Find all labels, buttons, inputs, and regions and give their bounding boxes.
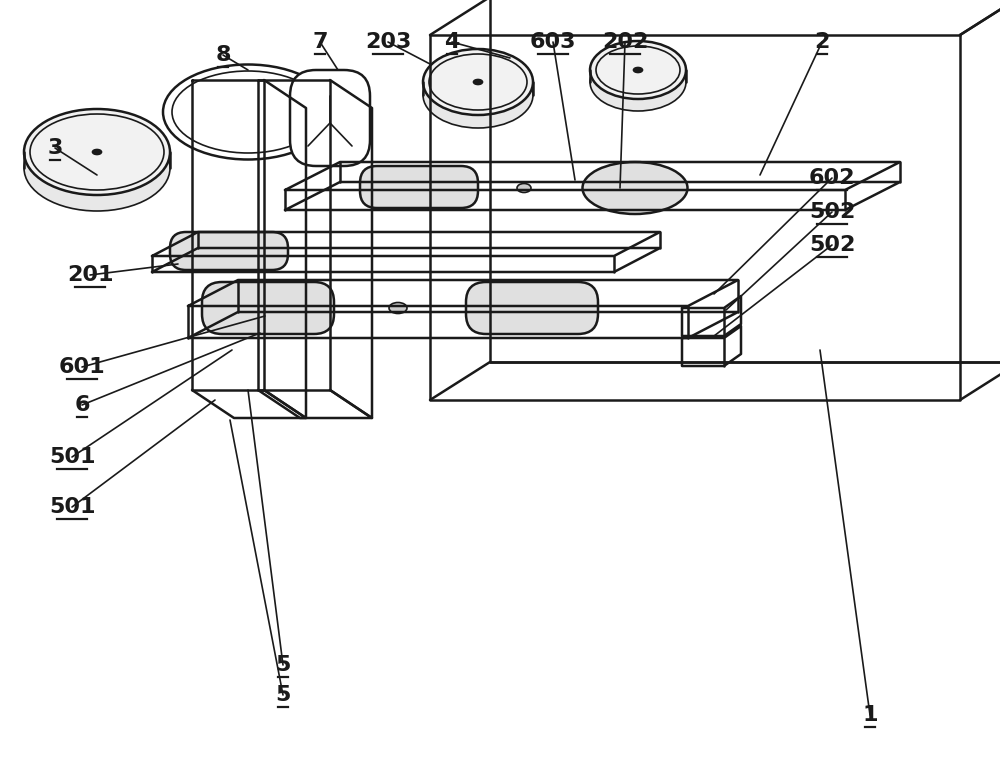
Text: 502: 502 [809, 235, 855, 255]
Text: 2: 2 [814, 32, 830, 52]
Text: 7: 7 [312, 32, 328, 52]
Text: 1: 1 [862, 705, 878, 725]
Ellipse shape [389, 303, 407, 313]
Text: 501: 501 [49, 447, 95, 467]
FancyBboxPatch shape [170, 232, 288, 270]
Ellipse shape [582, 162, 687, 214]
FancyBboxPatch shape [360, 166, 478, 208]
Text: 4: 4 [444, 32, 460, 52]
FancyBboxPatch shape [202, 282, 334, 334]
Ellipse shape [93, 149, 102, 155]
Ellipse shape [24, 109, 170, 195]
Ellipse shape [423, 49, 533, 115]
Text: 3: 3 [47, 138, 63, 158]
Text: 601: 601 [59, 357, 105, 377]
Text: 8: 8 [215, 45, 231, 65]
Ellipse shape [163, 65, 333, 159]
Ellipse shape [24, 125, 170, 211]
Text: 202: 202 [602, 32, 648, 52]
FancyBboxPatch shape [290, 70, 370, 166]
Text: 501: 501 [49, 497, 95, 517]
FancyBboxPatch shape [466, 282, 598, 334]
Ellipse shape [474, 79, 482, 85]
Text: 6: 6 [74, 395, 90, 415]
Text: 203: 203 [365, 32, 411, 52]
Text: 602: 602 [809, 168, 855, 188]
Ellipse shape [590, 41, 686, 99]
Text: 201: 201 [67, 265, 113, 285]
Ellipse shape [634, 68, 642, 72]
Ellipse shape [423, 62, 533, 128]
Ellipse shape [517, 183, 531, 192]
Text: 5: 5 [275, 685, 291, 705]
Text: 603: 603 [530, 32, 576, 52]
Text: 502: 502 [809, 202, 855, 222]
Ellipse shape [590, 53, 686, 111]
Text: 5: 5 [275, 655, 291, 675]
